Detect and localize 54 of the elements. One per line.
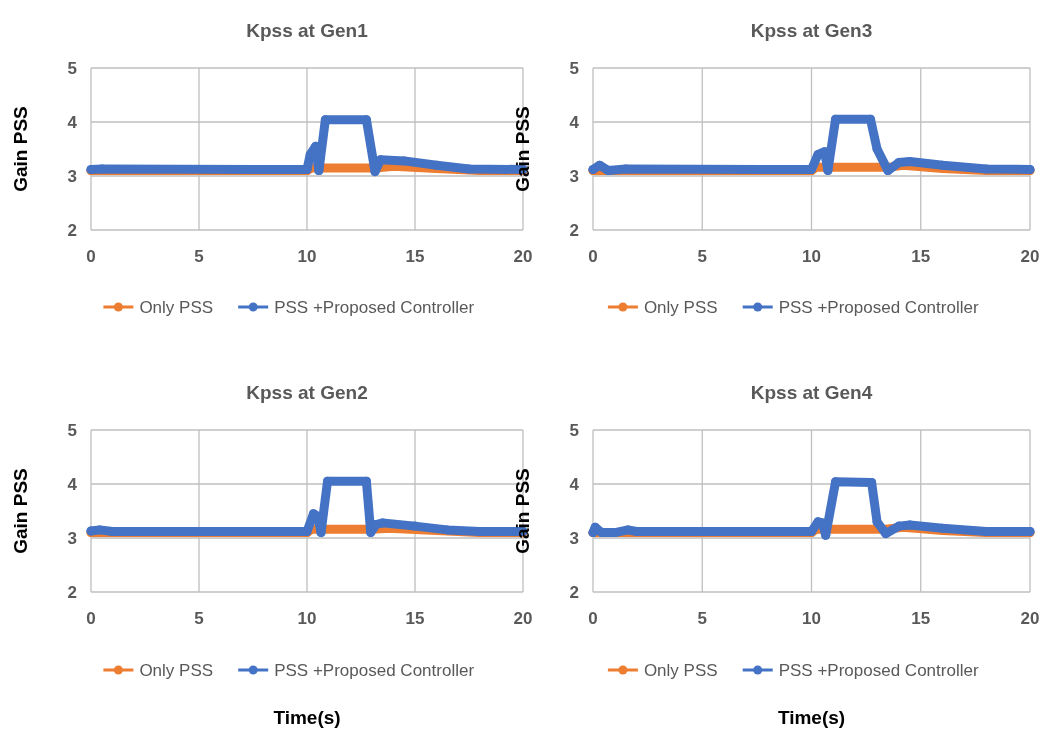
x-tick-label: 5 [194,247,204,266]
x-tick-label: 15 [911,247,931,266]
x-tick-label: 10 [802,609,821,628]
legend-label: Only PSS [643,297,718,317]
y-tick-label: 3 [67,528,77,548]
x-axis-title: Time(s) [777,707,846,728]
y-tick-label: 2 [67,582,77,602]
x-tick-label: 15 [405,247,425,266]
chart-title: Kpss at Gen2 [246,382,368,403]
chart-title: Kpss at Gen4 [750,382,873,403]
x-tick-label: 0 [588,247,598,266]
x-tick-label: 15 [405,609,425,628]
x-tick-label: 20 [1020,609,1040,628]
legend-label: PSS +Proposed Controller [778,297,979,317]
y-tick-label: 4 [67,112,78,132]
chart-title: Kpss at Gen1 [246,20,369,41]
y-tick-label: 2 [67,220,77,240]
y-tick-label: 2 [569,582,579,602]
x-tick-label: 15 [911,609,931,628]
x-tick-label: 5 [697,247,707,266]
legend-label: PSS +Proposed Controller [274,297,475,317]
y-tick-label: 5 [67,58,77,78]
x-tick-label: 20 [1020,247,1040,266]
y-tick-label: 5 [569,58,579,78]
y-tick-label: 5 [67,420,77,440]
y-tick-label: 3 [67,166,77,186]
x-tick-label: 10 [802,247,821,266]
y-axis-title: Gain PSS [10,106,31,192]
y-tick-label: 4 [569,474,580,494]
legend-label: Only PSS [139,297,214,317]
x-tick-label: 5 [194,609,204,628]
x-tick-label: 10 [297,247,317,266]
y-tick-label: 2 [569,220,579,240]
y-axis-title: Gain PSS [10,468,31,554]
y-tick-label: 4 [569,112,580,132]
y-axis-title: Gain PSS [512,468,533,554]
y-axis-title: Gain PSS [512,106,533,192]
y-tick-label: 4 [67,474,78,494]
x-tick-label: 0 [86,609,96,628]
legend-label: Only PSS [139,660,214,680]
x-tick-label: 20 [513,609,533,628]
x-tick-label: 20 [513,247,533,266]
y-tick-label: 3 [569,166,579,186]
x-tick-label: 10 [297,609,317,628]
legend-label: PSS +Proposed Controller [778,660,979,680]
legend-label: Only PSS [643,660,718,680]
x-tick-label: 0 [588,609,598,628]
y-tick-label: 3 [569,528,579,548]
chart-title: Kpss at Gen3 [750,20,873,41]
y-tick-label: 5 [569,420,579,440]
x-tick-label: 5 [697,609,707,628]
legend-label: PSS +Proposed Controller [274,660,475,680]
x-axis-title: Time(s) [273,707,341,728]
x-tick-label: 0 [86,247,96,266]
